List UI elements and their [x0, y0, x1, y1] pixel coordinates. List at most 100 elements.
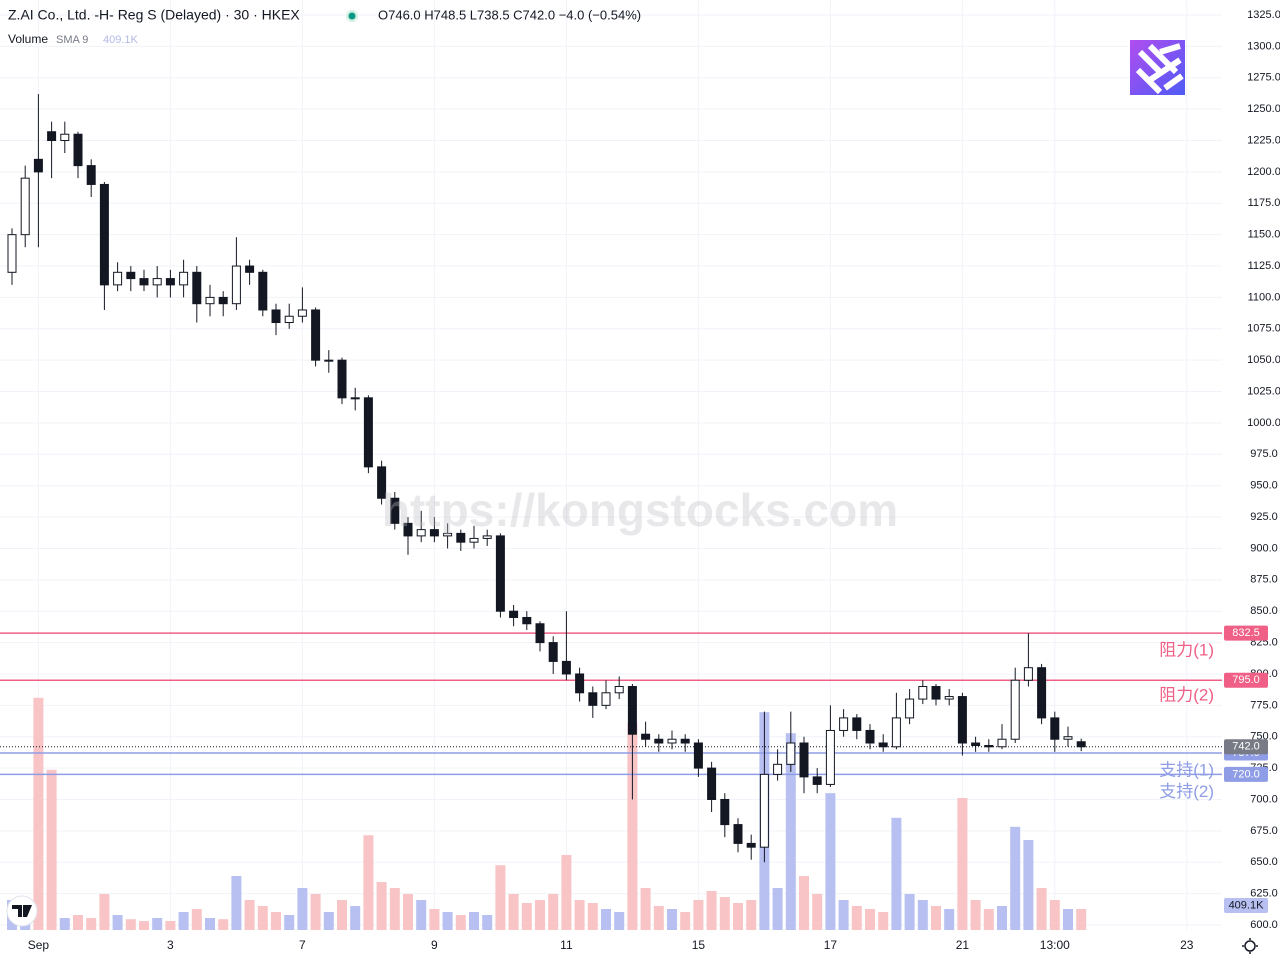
- volume-bar: [99, 894, 110, 930]
- axes: 600.0625.0650.0675.0700.0725.0750.0775.0…: [28, 9, 1280, 952]
- last-price-marker: 742.0: [1232, 741, 1260, 753]
- candle-body: [931, 686, 941, 700]
- x-tick-label: 21: [956, 938, 970, 952]
- candle-body: [165, 278, 175, 286]
- volume-bar: [627, 723, 638, 930]
- candle-body: [667, 738, 677, 744]
- volume-marker: 409.1K: [1229, 899, 1265, 911]
- candle-body: [7, 234, 17, 273]
- watermark: https://kongstocks.com: [382, 484, 898, 536]
- candle-body: [218, 296, 228, 305]
- y-tick-label: 1025.0: [1247, 385, 1280, 397]
- candle-body: [429, 529, 439, 537]
- level-label: 阻力(1): [1159, 641, 1214, 660]
- settings-icon[interactable]: [1242, 938, 1258, 954]
- candle-body: [1023, 667, 1033, 681]
- volume-bar: [957, 798, 968, 930]
- volume-marker-bg: [1224, 897, 1268, 913]
- volume-bar: [733, 903, 743, 930]
- candle-body: [482, 535, 492, 539]
- volume-bar: [73, 915, 83, 930]
- volume-bar: [231, 876, 242, 930]
- volume-bar: [812, 894, 823, 930]
- y-tick-label: 1125.0: [1248, 260, 1280, 272]
- volume-bar: [1010, 826, 1021, 930]
- candle-body: [86, 165, 96, 185]
- candle-body: [509, 610, 519, 618]
- volume-bar: [970, 900, 981, 930]
- candle-body: [469, 537, 479, 543]
- candle-body: [377, 466, 387, 499]
- x-tick-label: 15: [692, 938, 706, 952]
- volume-bar: [825, 793, 836, 930]
- candle-body: [971, 742, 981, 747]
- candle-body: [113, 271, 123, 286]
- volume-bar: [667, 909, 677, 930]
- candle-body: [997, 738, 1007, 748]
- level-marker-bg: [1224, 625, 1268, 641]
- candle-body: [720, 798, 730, 826]
- y-tick-label: 1250.0: [1247, 103, 1280, 115]
- candle-body: [33, 158, 43, 173]
- volume-bar: [640, 888, 651, 930]
- candle-body: [825, 729, 835, 785]
- volume-bar: [878, 912, 889, 930]
- volume-bar: [838, 900, 849, 930]
- volume-bar: [205, 918, 215, 930]
- volume-bar: [706, 891, 717, 930]
- y-tick-label: 775.0: [1250, 699, 1278, 711]
- candle-body: [390, 497, 400, 524]
- level-marker: 832.5: [1232, 627, 1260, 639]
- candle-body: [812, 776, 822, 785]
- volume-bar: [719, 897, 730, 930]
- volume-bar: [495, 865, 506, 930]
- tv-logo: [6, 895, 38, 927]
- candle-body: [205, 296, 215, 305]
- candle-body: [258, 271, 268, 311]
- candle-body: [641, 733, 651, 740]
- y-tick-label: 900.0: [1250, 542, 1278, 554]
- x-tick-label: 3: [167, 938, 174, 952]
- candle-body: [350, 397, 360, 400]
- candle-body: [337, 359, 347, 399]
- level-label: 支持(2): [1159, 782, 1214, 801]
- candle-body: [627, 686, 637, 735]
- volume-bar: [680, 912, 691, 930]
- volume-bar: [455, 915, 466, 930]
- y-tick-label: 650.0: [1250, 856, 1278, 868]
- volume-bar: [693, 900, 704, 930]
- price-axis-bg: [1222, 0, 1280, 960]
- volume-bar: [997, 906, 1007, 930]
- volume-bar: [548, 894, 559, 930]
- candle-body: [416, 529, 426, 537]
- candle-body: [1037, 667, 1047, 719]
- candle-body: [403, 522, 413, 537]
- y-tick-label: 1275.0: [1247, 72, 1280, 84]
- volume-bar: [1023, 840, 1034, 930]
- candle-body: [126, 271, 136, 280]
- volume-bar: [799, 876, 809, 930]
- candle-body: [957, 696, 967, 744]
- x-tick-label: 17: [824, 938, 838, 952]
- volume-bar: [389, 888, 400, 930]
- y-tick-label: 700.0: [1250, 793, 1278, 805]
- volume-bar: [416, 900, 427, 930]
- volume-bar: [297, 888, 308, 930]
- y-tick-label: 1225.0: [1247, 134, 1280, 146]
- candle-body: [707, 767, 717, 800]
- y-tick-label: 1325.0: [1247, 9, 1280, 21]
- candle-body: [575, 673, 585, 694]
- volume-bar: [271, 912, 281, 930]
- volume-bar: [1063, 909, 1073, 930]
- y-tick-label: 1175.0: [1248, 197, 1280, 209]
- volume-bar: [139, 921, 149, 930]
- volume-bar: [1049, 900, 1060, 930]
- candle-body: [1076, 741, 1086, 748]
- y-tick-label: 1075.0: [1247, 323, 1280, 335]
- y-tick-label: 1050.0: [1247, 354, 1280, 366]
- volume-bar: [86, 918, 97, 930]
- symbol-title: Z.AI Co., Ltd. -H- Reg S (Delayed) · 30 …: [8, 7, 300, 23]
- y-tick-label: 1100.0: [1248, 291, 1280, 303]
- level-marker-bg: [1224, 766, 1268, 782]
- level-label: 阻力(2): [1159, 686, 1214, 705]
